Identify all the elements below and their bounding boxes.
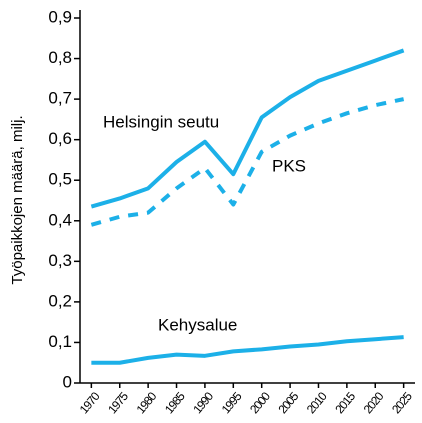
x-tick-label: 1985 [162, 389, 188, 416]
y-tick-label: 0,1 [48, 332, 72, 351]
x-tick-label: 2015 [332, 389, 358, 416]
series-label: PKS [272, 156, 306, 175]
y-tick-label: 0,7 [48, 89, 72, 108]
y-axis-label: Työpaikkojen määrä, milj. [9, 115, 26, 284]
y-tick-label: 0,5 [48, 170, 72, 189]
series-line [90, 48, 405, 209]
x-tick-label: 1995 [219, 389, 245, 416]
x-tick-label: 2000 [247, 389, 273, 416]
y-tick-label: 0,3 [48, 251, 72, 270]
x-tick-label: 2020 [361, 389, 387, 416]
y-tick-label: 0,6 [48, 129, 72, 148]
y-tick-label: 0,8 [48, 48, 72, 67]
x-tick-label: 1970 [77, 389, 103, 416]
x-tick-label: 2010 [304, 389, 330, 416]
series-label: Kehysalue [158, 315, 237, 334]
series-label: Helsingin seutu [103, 112, 219, 131]
y-tick-label: 0,2 [48, 291, 72, 310]
x-tick-label: 2005 [275, 389, 301, 416]
x-tick-label: 1975 [105, 389, 131, 416]
x-tick-label: 1990 [190, 389, 216, 416]
series-line [91, 335, 404, 365]
x-tick-label: 1980 [134, 389, 160, 416]
y-tick-label: 0,9 [48, 7, 72, 26]
x-tick-label: 2025 [389, 389, 415, 416]
y-tick-label: 0,4 [48, 210, 72, 229]
y-tick-label: 0 [63, 372, 72, 391]
